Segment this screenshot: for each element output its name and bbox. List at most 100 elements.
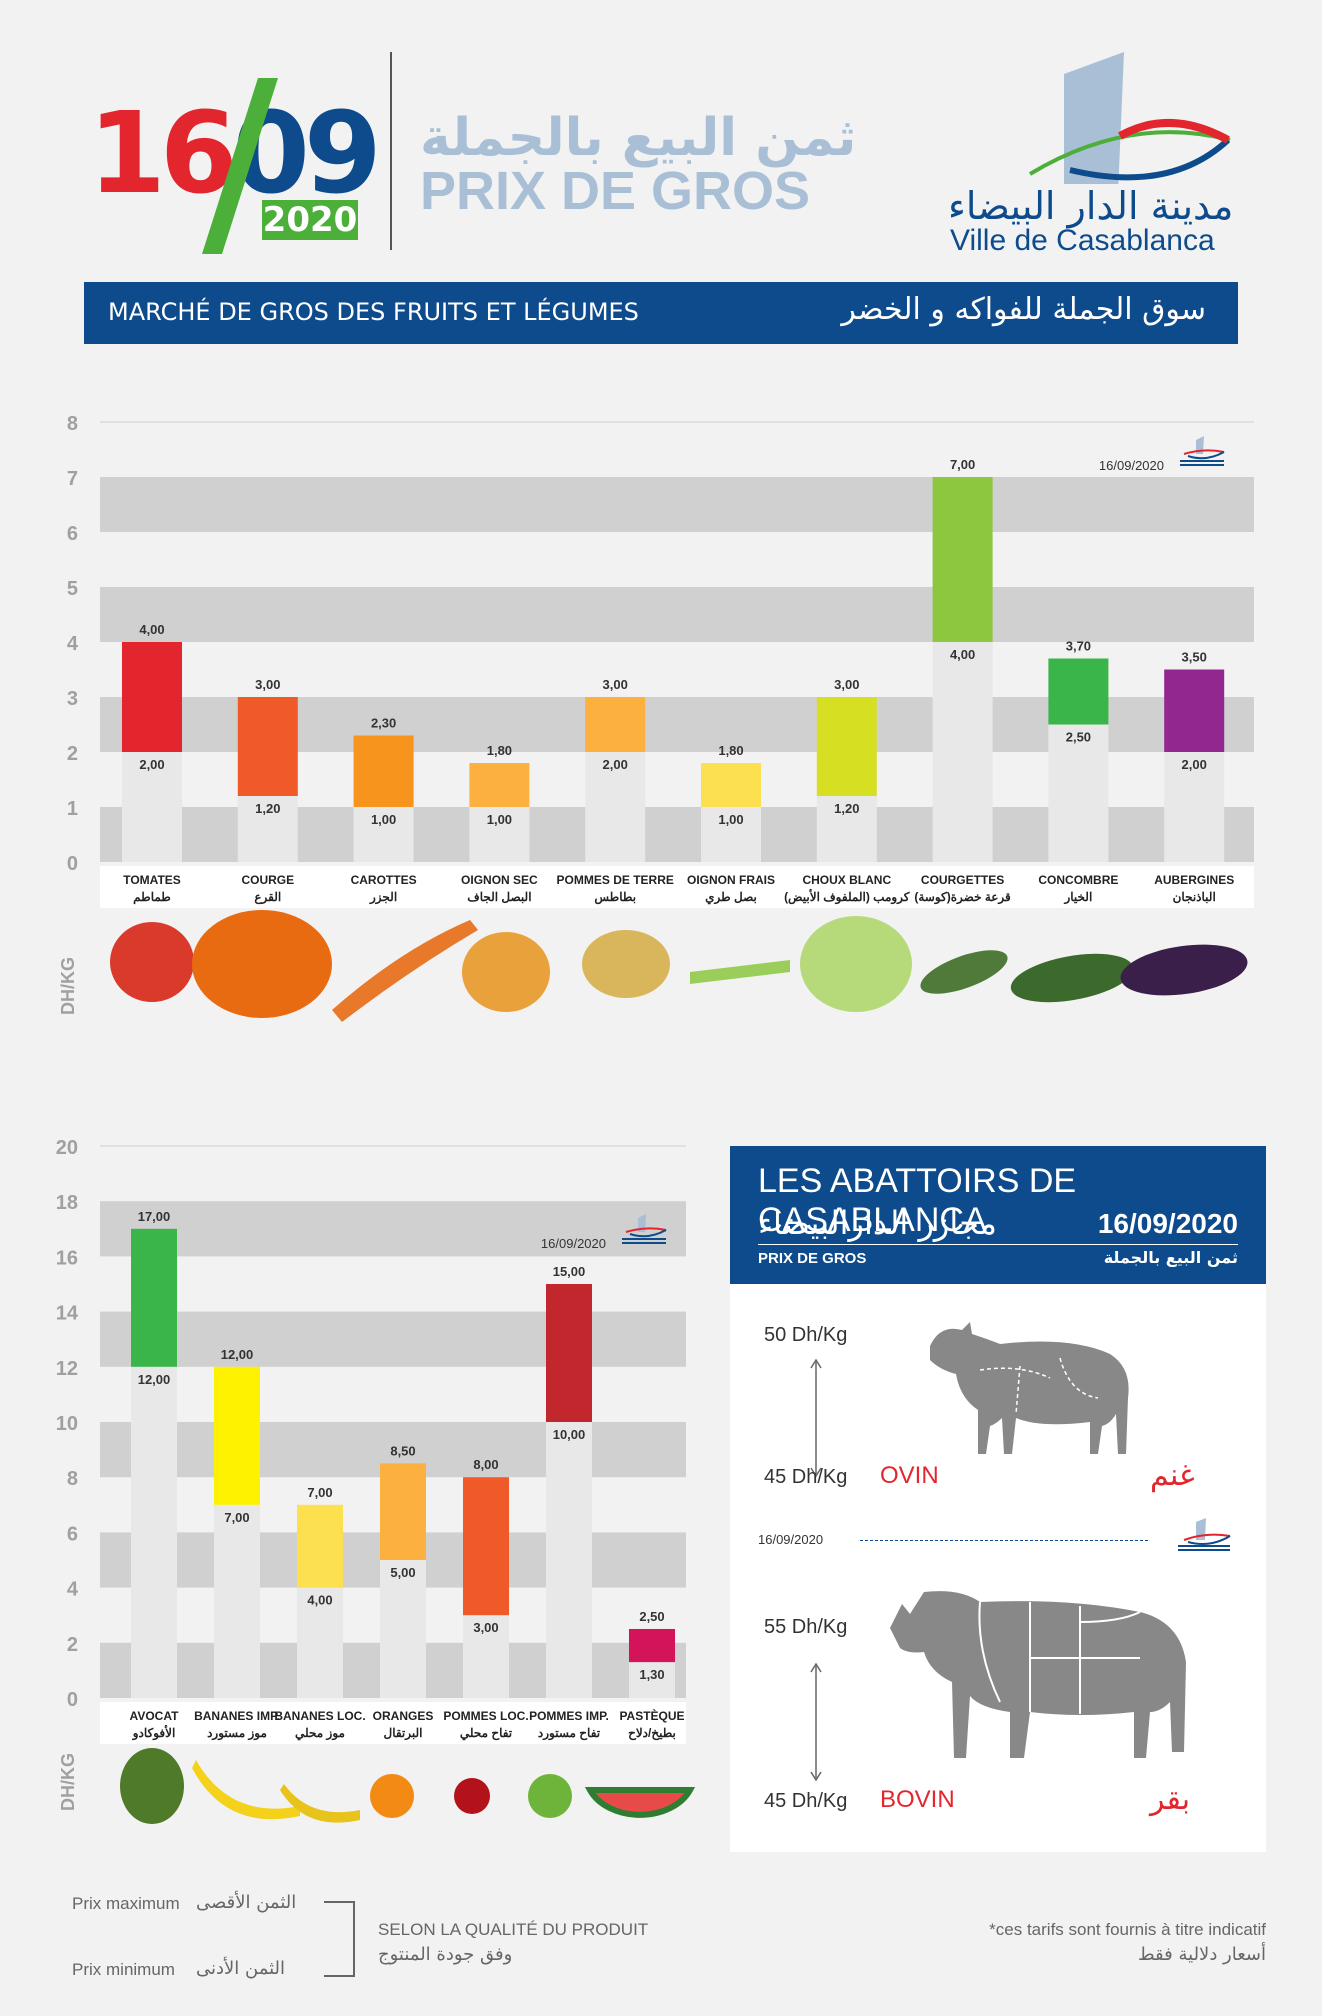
veg-bar-min — [122, 752, 182, 862]
abattoirs-title-ar: مجازر الدارالبيضاء — [758, 1204, 997, 1242]
bovin-label-ar: بقر — [1150, 1782, 1191, 1817]
footnote-ar: أسعار دلالية فقط — [1137, 1944, 1266, 1965]
tomato-icon — [110, 922, 194, 1002]
fruit-bar-range — [131, 1228, 177, 1367]
vegetables-chart: 0 1 2 3 4 5 6 7 8 DH/KG 16/09/2020 4,00 2,00 3,00 1,20… — [58, 413, 1254, 1022]
logo-arabic: مدينة الدار البيضاء — [948, 184, 1234, 228]
veg-value-max: 3,70 — [1066, 639, 1091, 654]
abattoirs-divider-date: 16/09/2020 — [758, 1532, 824, 1547]
fruit-category-label: POMMES IMP. — [529, 1709, 609, 1723]
veg-value-min: 2,00 — [603, 757, 628, 772]
fruit-ytick-label: 16 — [56, 1247, 78, 1269]
veg-category-label: OIGNON SEC — [461, 873, 538, 887]
veg-value-min: 4,00 — [950, 647, 975, 662]
fruit-grid-band — [100, 1201, 686, 1257]
veg-ytick-label: 2 — [67, 743, 78, 765]
veg-category-label: OIGNON FRAIS — [687, 873, 775, 887]
veg-bar-range — [932, 477, 993, 642]
veg-bar-range — [816, 697, 877, 796]
fruit-category-label-ar: تفاح مستورد — [538, 1726, 601, 1741]
fruit-value-max: 17,00 — [138, 1209, 171, 1224]
fruit-category-label-ar: تفاح محلي — [460, 1726, 513, 1741]
veg-value-max: 1,80 — [487, 743, 512, 758]
fruit-category-label: PASTÈQUE — [619, 1708, 684, 1723]
veg-category-label-ar: طماطم — [133, 890, 171, 905]
title-ar: ثمن البيع بالجملة — [420, 108, 857, 168]
veg-ytick-label: 5 — [67, 578, 78, 600]
fruit-bar-min — [629, 1662, 675, 1698]
veg-value-max: 1,80 — [718, 743, 743, 758]
abattoirs-divider — [758, 1244, 1238, 1245]
fruit-mini-logo-icon — [622, 1214, 667, 1244]
veg-bar-min — [237, 796, 298, 862]
abattoirs-header: LES ABATTOIRS DE CASABLANCA مجازر الدارا… — [730, 1146, 1266, 1284]
bovin-label-fr: BOVIN — [880, 1786, 955, 1813]
title-fr: PRIX DE GROS — [420, 161, 811, 221]
casablanca-logo-icon — [1028, 52, 1231, 184]
fruit-value-max: 15,00 — [553, 1264, 586, 1279]
veg-date-label: 16/09/2020 — [1099, 458, 1164, 473]
ovin-label-fr: OVIN — [880, 1462, 939, 1489]
fruit-ytick-label: 20 — [56, 1137, 78, 1159]
veg-bar-min — [932, 642, 993, 862]
fruit-value-max: 7,00 — [307, 1485, 332, 1500]
carrot-icon — [332, 920, 478, 1022]
mini-logo-icon — [1178, 1518, 1231, 1551]
veg-grid-band — [100, 477, 1254, 532]
veg-category-label: CHOUX BLANC — [802, 873, 891, 887]
spring-onion-icon — [690, 960, 790, 984]
veg-category-label: TOMATES — [123, 873, 181, 887]
fruit-value-min: 12,00 — [138, 1372, 171, 1387]
abattoirs-sub-ar: ثمن البيع بالجملة — [1103, 1248, 1238, 1267]
logo-french: Ville de Casablanca — [950, 224, 1215, 257]
zucchini-icon — [920, 950, 1008, 994]
date-year: 2020 — [262, 200, 358, 240]
market-banner: MARCHÉ DE GROS DES FRUITS ET LÉGUMES سوق… — [84, 282, 1238, 344]
veg-bar-min — [585, 752, 646, 862]
watermelon-icon — [584, 1787, 696, 1818]
veg-category-label: POMMES DE TERRE — [557, 873, 674, 887]
fruit-date-label: 16/09/2020 — [541, 1236, 606, 1251]
date-day: 16 — [88, 89, 238, 219]
fruit-ytick-label: 10 — [56, 1413, 78, 1435]
ovin-label-ar: غنم — [1150, 1458, 1195, 1493]
legend-bracket-icon — [324, 1901, 355, 1977]
veg-value-min: 2,00 — [139, 757, 164, 772]
pumpkin-icon — [192, 910, 332, 1018]
veg-ytick-label: 6 — [67, 523, 78, 545]
fruit-value-max: 2,50 — [639, 1609, 664, 1624]
veg-value-min: 2,00 — [1182, 757, 1207, 772]
fruit-ytick-label: 14 — [56, 1303, 79, 1325]
ovin-min-price: 45 Dh/Kg — [764, 1466, 848, 1488]
veg-bar-min — [353, 807, 414, 862]
fruits-chart: 0 2 4 6 8 10 12 14 16 18 20 DH/KG 16/09/2020 17,00 12,… — [56, 1137, 696, 1824]
veg-ytick-label: 7 — [67, 468, 78, 490]
veg-category-label: CAROTTES — [351, 873, 417, 887]
fruit-ytick-label: 12 — [56, 1358, 78, 1380]
veg-value-max: 3,50 — [1182, 650, 1207, 665]
veg-category-strip — [100, 866, 1254, 908]
veg-category-label-ar: بطاطس — [594, 890, 636, 905]
veg-category-label-ar: القرع — [254, 890, 281, 905]
fruit-bar-range — [463, 1477, 509, 1616]
eggplant-icon — [1120, 944, 1248, 996]
fruit-value-max: 8,00 — [473, 1457, 498, 1472]
veg-ytick-label: 4 — [67, 633, 79, 655]
fruit-bar-range — [546, 1284, 592, 1422]
bovin-min-price: 45 Dh/Kg — [764, 1790, 848, 1812]
legend-max-ar: الثمن الأقصى — [196, 1892, 297, 1913]
fruit-category-label: BANANES LOC. — [274, 1709, 365, 1723]
fruit-category-label: ORANGES — [373, 1709, 434, 1723]
veg-category-label: COURGETTES — [921, 873, 1004, 887]
fruit-grid-band — [100, 1311, 686, 1367]
potato-icon — [582, 930, 670, 998]
veg-value-max: 7,00 — [950, 457, 975, 472]
legend-quality-fr: SELON LA QUALITÉ DU PRODUIT — [378, 1920, 649, 1939]
veg-bar-range — [701, 763, 761, 807]
bovin-range-arrow-icon — [810, 1662, 822, 1782]
cabbage-icon — [800, 916, 912, 1012]
veg-category-label-ar: بصل طري — [705, 890, 757, 905]
banana-local-icon — [280, 1784, 360, 1823]
fruit-bar-min — [214, 1504, 260, 1698]
fruit-category-strip — [100, 1702, 686, 1744]
